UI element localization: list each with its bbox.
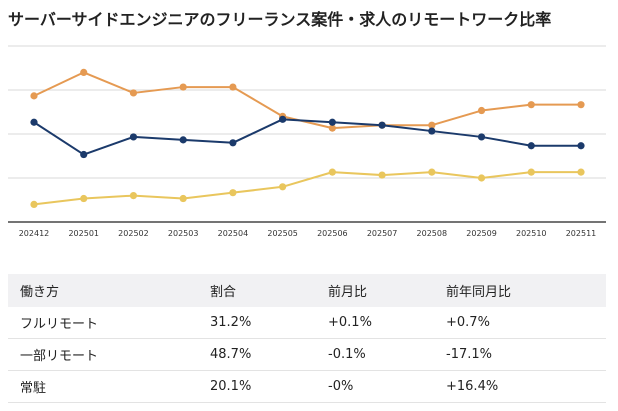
cell-mom: +0.1% <box>316 307 434 339</box>
x-tick-label: 202412 <box>19 229 50 238</box>
data-point <box>378 171 386 179</box>
x-tick-label: 202501 <box>68 229 99 238</box>
chart-title: サーバーサイドエンジニアのフリーランス案件・求人のリモートワーク比率 <box>8 10 552 29</box>
data-point <box>477 106 486 115</box>
data-point <box>80 194 88 203</box>
data-point <box>229 189 237 197</box>
data-point <box>279 183 287 191</box>
data-point <box>179 194 187 203</box>
data-point <box>80 150 88 159</box>
x-tick-label: 202506 <box>317 229 348 238</box>
data-point <box>80 68 88 76</box>
cell-mom: -0% <box>316 370 434 403</box>
cell-ratio: 31.2% <box>198 307 316 339</box>
header-work-style: 働き方 <box>8 274 198 307</box>
cell-yoy: -17.1% <box>434 338 606 371</box>
x-tick-label: 202504 <box>218 229 249 238</box>
data-point <box>129 89 138 97</box>
data-point <box>30 92 38 100</box>
x-tick-label: 202503 <box>168 229 199 238</box>
data-point <box>30 118 38 126</box>
data-point <box>378 121 386 129</box>
cell-work-style: 一部リモート <box>8 338 198 371</box>
table-row: フルリモート 31.2% +0.1% +0.7% <box>8 307 606 339</box>
data-point <box>129 133 138 141</box>
x-tick-label: 202510 <box>516 229 547 238</box>
data-point <box>328 124 336 132</box>
header-ratio: 割合 <box>198 274 316 307</box>
data-point <box>477 174 486 182</box>
data-point <box>328 168 336 176</box>
x-tick-label: 202502 <box>118 229 149 238</box>
data-point <box>577 101 585 109</box>
table-row: 一部リモート 48.7% -0.1% -17.1% <box>8 338 606 371</box>
series-line <box>33 171 581 206</box>
data-point <box>279 115 287 123</box>
remote-ratio-table: 働き方 割合 前月比 前年同月比 フルリモート 31.2% +0.1% +0.7… <box>8 274 606 403</box>
data-point <box>179 83 187 91</box>
data-point <box>30 200 38 208</box>
x-tick-label: 202505 <box>267 229 298 238</box>
data-point <box>428 121 436 129</box>
x-tick-label: 202509 <box>466 229 497 238</box>
cell-yoy: +16.4% <box>434 370 606 403</box>
cell-mom: -0.1% <box>316 338 434 371</box>
table-row: 常駐 20.1% -0% +16.4% <box>8 370 606 403</box>
table-header-row: 働き方 割合 前月比 前年同月比 <box>8 274 606 307</box>
x-tick-label: 202507 <box>367 229 398 238</box>
line-chart: 202412 202501 202502 202503 202504 202505 2025… <box>8 45 606 238</box>
cell-ratio: 20.1% <box>198 370 316 403</box>
data-point <box>428 168 436 176</box>
data-point <box>527 168 535 176</box>
cell-ratio: 48.7% <box>198 338 316 371</box>
x-tick-label: 202508 <box>417 229 448 238</box>
series-line <box>33 71 581 130</box>
data-point <box>527 101 535 109</box>
header-mom: 前月比 <box>316 274 434 307</box>
data-point <box>477 133 486 141</box>
cell-work-style: フルリモート <box>8 307 198 339</box>
data-point <box>229 83 237 91</box>
data-point <box>328 118 336 126</box>
data-point <box>229 139 237 147</box>
header-yoy: 前年同月比 <box>434 274 606 307</box>
data-point <box>577 168 585 176</box>
x-tick-label: 202511 <box>566 229 597 238</box>
cell-yoy: +0.7% <box>434 307 606 339</box>
series-line <box>33 118 581 156</box>
data-point <box>129 192 138 200</box>
cell-work-style: 常駐 <box>8 370 198 403</box>
data-point <box>527 142 535 150</box>
data-point <box>179 136 187 144</box>
data-point <box>577 142 585 150</box>
data-point <box>428 127 436 135</box>
